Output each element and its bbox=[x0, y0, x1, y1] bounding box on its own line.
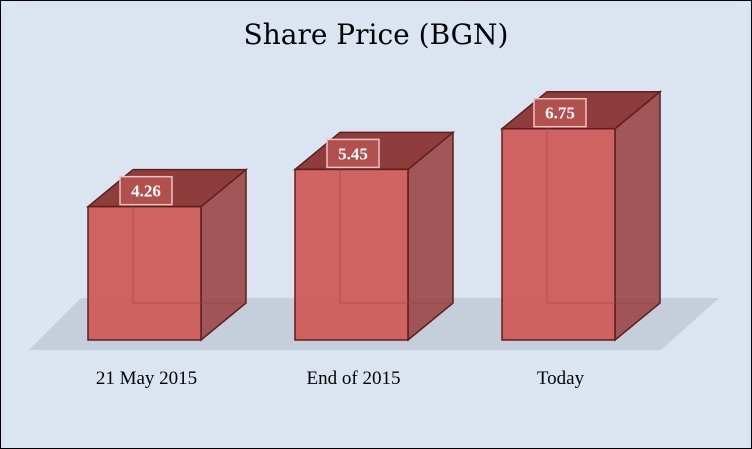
data-label-box bbox=[119, 175, 173, 206]
x-axis-ticks: 21 May 2015 End of 2015 Today bbox=[96, 368, 585, 389]
data-label-1: 4.26 bbox=[119, 175, 173, 206]
bar-front-face bbox=[294, 168, 409, 341]
bars-layer bbox=[85, 90, 663, 342]
data-label-3: 6.75 bbox=[533, 97, 587, 128]
chart-title: Share Price (BGN) bbox=[244, 18, 509, 51]
data-label-2: 5.45 bbox=[326, 138, 380, 169]
bar-3 bbox=[499, 90, 663, 342]
data-label-text: 4.26 bbox=[131, 182, 161, 201]
x-tick-label: End of 2015 bbox=[307, 368, 401, 389]
data-labels-layer: 4.26 5.45 6.75 bbox=[119, 97, 587, 206]
bar-front-face bbox=[501, 127, 616, 341]
x-tick-label: Today bbox=[537, 368, 585, 389]
data-label-box bbox=[533, 97, 587, 128]
data-label-box bbox=[326, 138, 380, 169]
data-label-text: 6.75 bbox=[545, 104, 575, 123]
bar-front-face bbox=[87, 205, 202, 341]
x-tick-label: 21 May 2015 bbox=[96, 368, 197, 389]
data-label-text: 5.45 bbox=[338, 144, 368, 163]
